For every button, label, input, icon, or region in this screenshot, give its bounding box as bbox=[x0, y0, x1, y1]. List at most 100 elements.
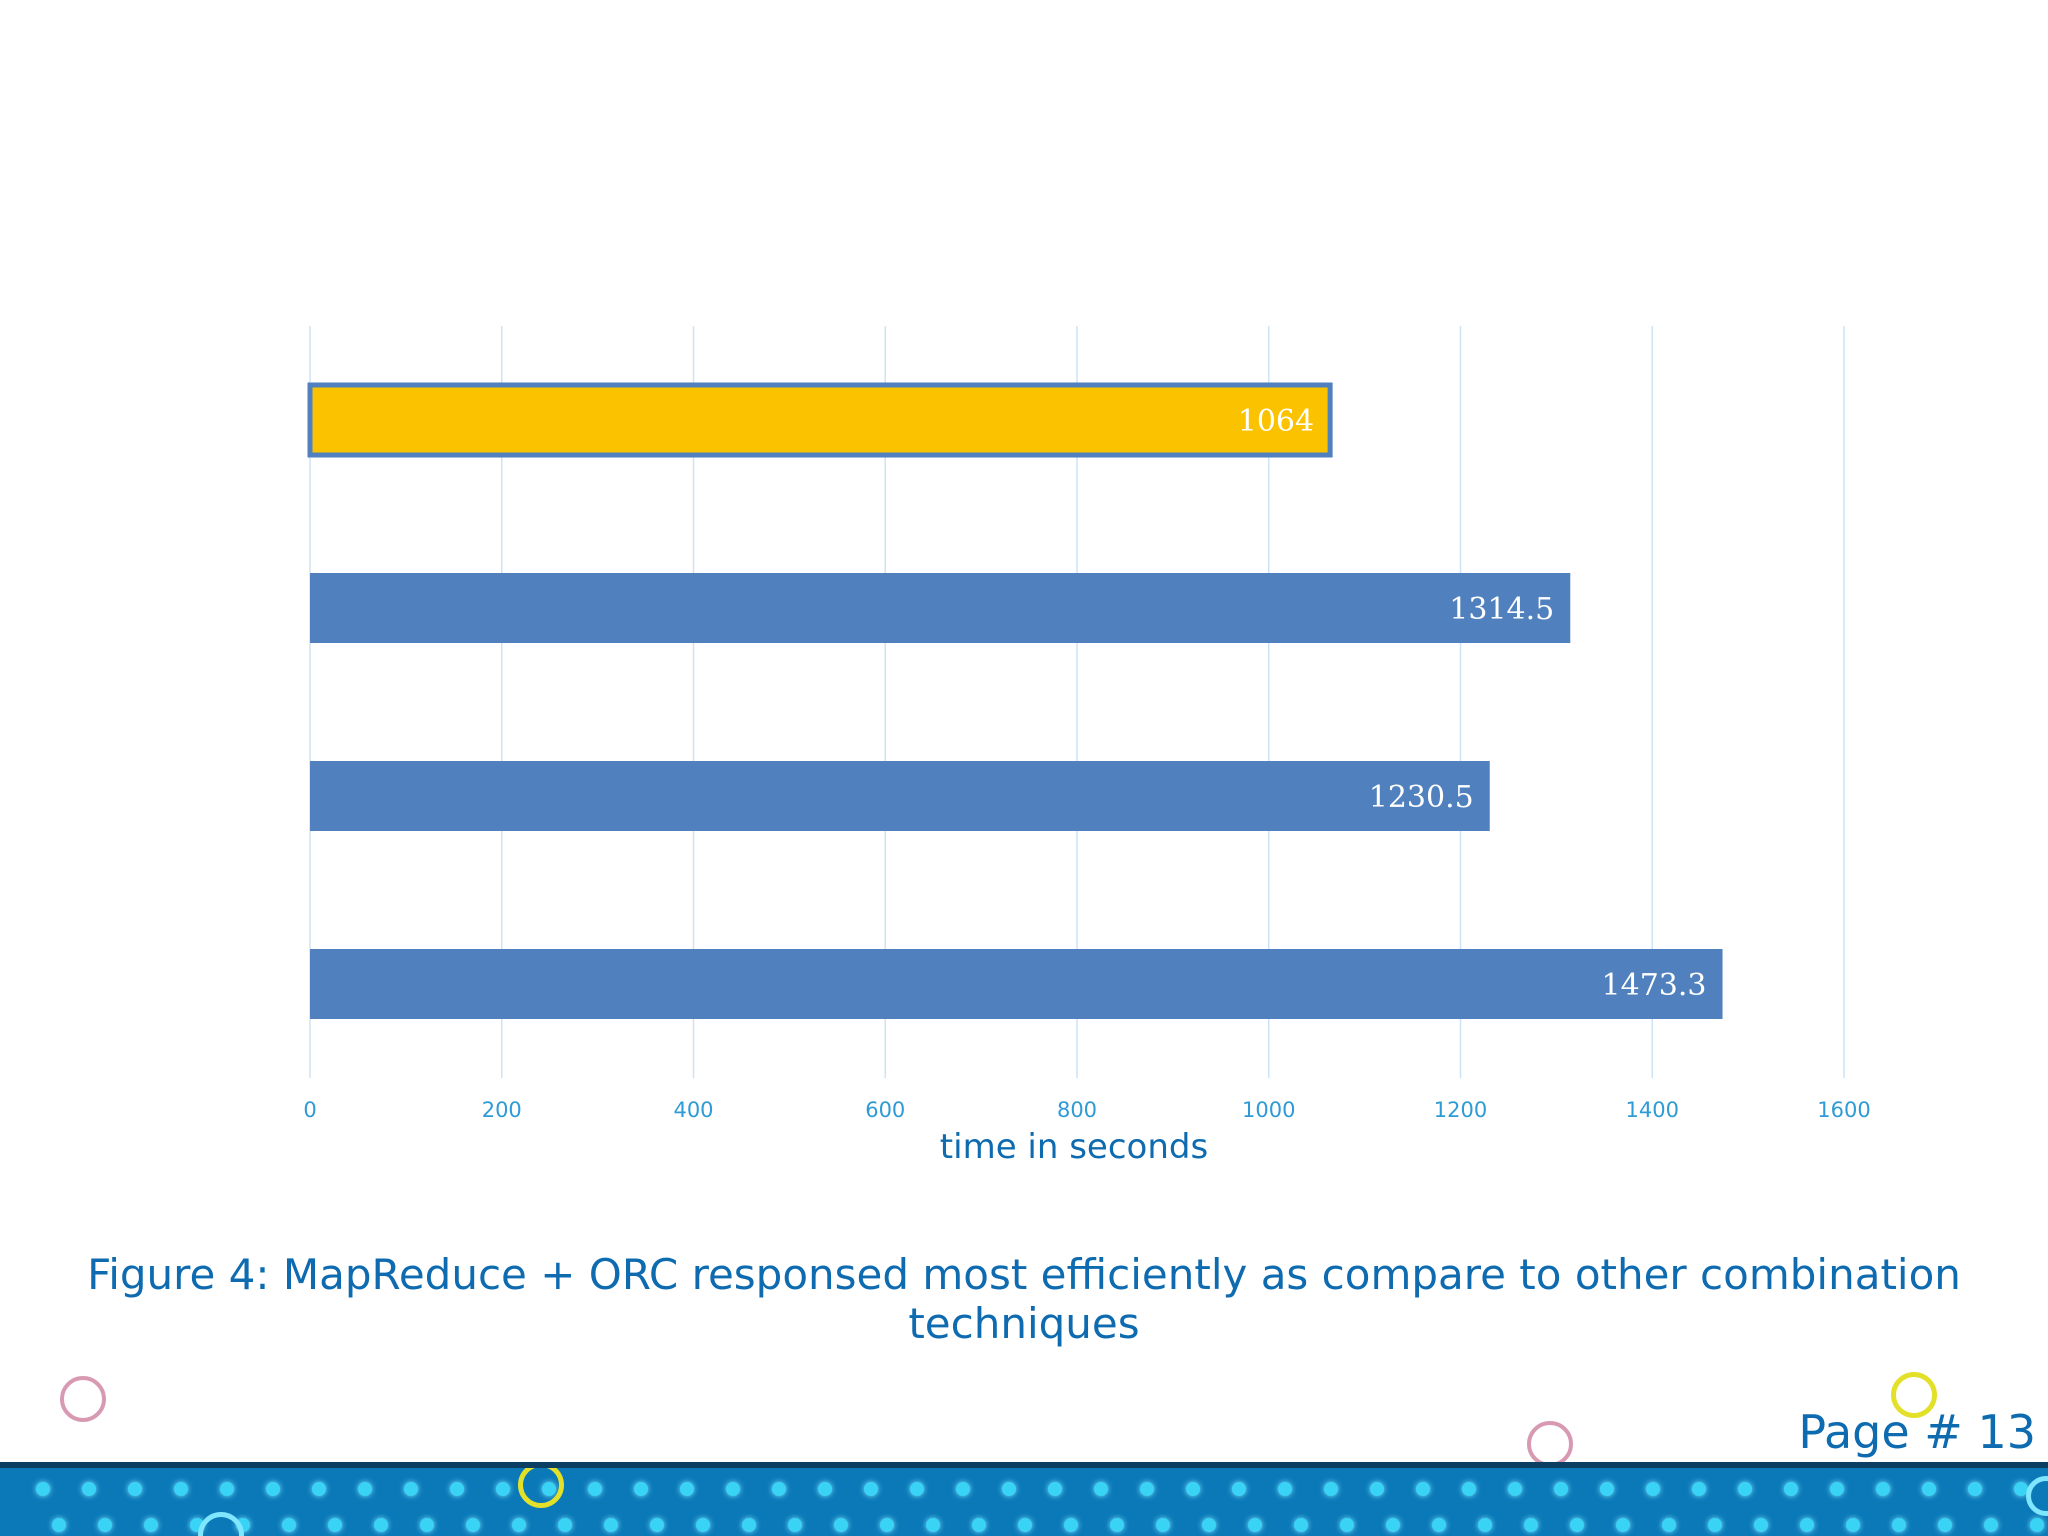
bar-value-label: 1473.3 bbox=[1602, 968, 1707, 1003]
footer-dot bbox=[266, 1482, 280, 1496]
page-number: Page # 13 bbox=[1798, 1405, 2036, 1459]
footer-dot bbox=[1048, 1482, 1062, 1496]
footer-dot bbox=[144, 1518, 158, 1532]
x-tick-label: 1600 bbox=[1817, 1098, 1870, 1122]
footer-dot bbox=[1968, 1482, 1982, 1496]
footer-dot bbox=[312, 1482, 326, 1496]
footer-dot bbox=[1708, 1518, 1722, 1532]
footer-dot bbox=[358, 1482, 372, 1496]
footer-dot bbox=[880, 1518, 894, 1532]
figure-caption: Figure 4: MapReduce + ORC responsed most… bbox=[87, 1250, 1961, 1348]
x-tick-label: 200 bbox=[482, 1098, 522, 1122]
footer-dot bbox=[1416, 1482, 1430, 1496]
footer-dot bbox=[1524, 1518, 1538, 1532]
footer-dot bbox=[1462, 1482, 1476, 1496]
footer-dot bbox=[1278, 1482, 1292, 1496]
footer-dot bbox=[1692, 1482, 1706, 1496]
footer-dot bbox=[1830, 1482, 1844, 1496]
footer-dot-row-1 bbox=[0, 1482, 2048, 1496]
footer-dot bbox=[1646, 1482, 1660, 1496]
footer-dot bbox=[450, 1482, 464, 1496]
footer-dot bbox=[1156, 1518, 1170, 1532]
footer-dot bbox=[972, 1518, 986, 1532]
decorative-circle-pink-left bbox=[60, 1376, 106, 1422]
bar-series bbox=[307, 382, 1723, 1019]
bar bbox=[310, 949, 1723, 1019]
footer-dot bbox=[404, 1482, 418, 1496]
x-axis-title: time in seconds bbox=[940, 1127, 1208, 1167]
footer-dot bbox=[1570, 1518, 1584, 1532]
footer-dot bbox=[650, 1518, 664, 1532]
footer-dot bbox=[1248, 1518, 1262, 1532]
footer-dot bbox=[1616, 1518, 1630, 1532]
bar bbox=[310, 573, 1571, 643]
footer-dot bbox=[1478, 1518, 1492, 1532]
footer-dot bbox=[1386, 1518, 1400, 1532]
footer-dot bbox=[834, 1518, 848, 1532]
footer-dot bbox=[926, 1518, 940, 1532]
footer-dot bbox=[1892, 1518, 1906, 1532]
x-tick-label: 400 bbox=[673, 1098, 713, 1122]
x-tick-label: 1000 bbox=[1242, 1098, 1295, 1122]
x-tick-label: 600 bbox=[865, 1098, 905, 1122]
footer-dot bbox=[1018, 1518, 1032, 1532]
footer-dot bbox=[1002, 1482, 1016, 1496]
footer-dot bbox=[1432, 1518, 1446, 1532]
footer-dot bbox=[1600, 1482, 1614, 1496]
footer-dot bbox=[52, 1518, 66, 1532]
x-tick-label: 1200 bbox=[1434, 1098, 1487, 1122]
footer-dot bbox=[1876, 1482, 1890, 1496]
footer-dot bbox=[956, 1482, 970, 1496]
footer-dot bbox=[1202, 1518, 1216, 1532]
footer-dot bbox=[864, 1482, 878, 1496]
footer-dot bbox=[82, 1482, 96, 1496]
footer-dot bbox=[328, 1518, 342, 1532]
footer-dot bbox=[174, 1482, 188, 1496]
bar-value-label: 1230.5 bbox=[1369, 780, 1474, 815]
footer-dot bbox=[1508, 1482, 1522, 1496]
footer-ring-cyan-right bbox=[2026, 1476, 2048, 1516]
footer-dot bbox=[604, 1518, 618, 1532]
footer-dot bbox=[1294, 1518, 1308, 1532]
footer-dot bbox=[1554, 1482, 1568, 1496]
x-tick-label: 800 bbox=[1057, 1098, 1097, 1122]
bar-highlighted bbox=[307, 382, 1333, 458]
footer-dot bbox=[98, 1518, 112, 1532]
footer-dot bbox=[2030, 1518, 2044, 1532]
decorative-circle-yellow-right bbox=[1891, 1372, 1937, 1418]
footer-dot bbox=[634, 1482, 648, 1496]
footer-dot bbox=[36, 1482, 50, 1496]
footer-dot bbox=[496, 1482, 510, 1496]
footer-dot bbox=[1370, 1482, 1384, 1496]
bar bbox=[310, 761, 1490, 831]
footer-ring-cyan bbox=[198, 1512, 244, 1536]
footer-dot bbox=[512, 1518, 526, 1532]
footer-dot bbox=[1938, 1518, 1952, 1532]
footer-dot bbox=[420, 1518, 434, 1532]
footer-dot bbox=[588, 1482, 602, 1496]
footer-dot bbox=[1186, 1482, 1200, 1496]
footer-dot-row-2 bbox=[0, 1518, 2048, 1532]
data-labels: 1064 1314.5 1230.5 1473.3 bbox=[1238, 404, 1707, 1003]
footer-dot bbox=[1232, 1482, 1246, 1496]
footer-dot bbox=[1110, 1518, 1124, 1532]
footer-dot bbox=[696, 1518, 710, 1532]
footer-dot bbox=[1064, 1518, 1078, 1532]
footer-dot bbox=[1738, 1482, 1752, 1496]
footer-dot bbox=[1984, 1518, 1998, 1532]
footer-dot bbox=[1784, 1482, 1798, 1496]
footer-dot bbox=[374, 1518, 388, 1532]
decorative-circle-pink-right bbox=[1527, 1421, 1573, 1467]
footer-dot bbox=[1094, 1482, 1108, 1496]
footer-dot bbox=[788, 1518, 802, 1532]
footer-dot bbox=[726, 1482, 740, 1496]
footer-dot bbox=[1800, 1518, 1814, 1532]
footer-dot bbox=[466, 1518, 480, 1532]
footer-dot bbox=[1140, 1482, 1154, 1496]
x-tick-label: 0 bbox=[303, 1098, 316, 1122]
footer-dot bbox=[1662, 1518, 1676, 1532]
x-tick-label: 1400 bbox=[1626, 1098, 1679, 1122]
footer-dot bbox=[1922, 1482, 1936, 1496]
footer-dot bbox=[742, 1518, 756, 1532]
